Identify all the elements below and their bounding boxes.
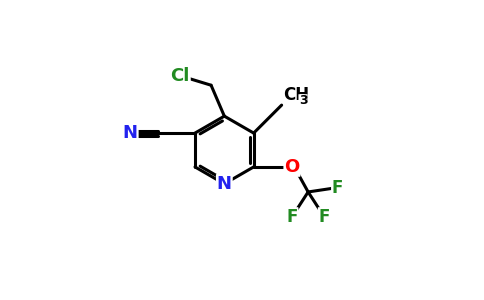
- Text: F: F: [318, 208, 330, 226]
- Text: 3: 3: [299, 94, 307, 107]
- Text: F: F: [286, 208, 298, 226]
- Text: N: N: [217, 175, 232, 193]
- Text: N: N: [123, 124, 138, 142]
- Text: CH: CH: [283, 85, 309, 103]
- Text: O: O: [284, 158, 300, 176]
- Text: F: F: [332, 178, 343, 196]
- Text: Cl: Cl: [170, 67, 190, 85]
